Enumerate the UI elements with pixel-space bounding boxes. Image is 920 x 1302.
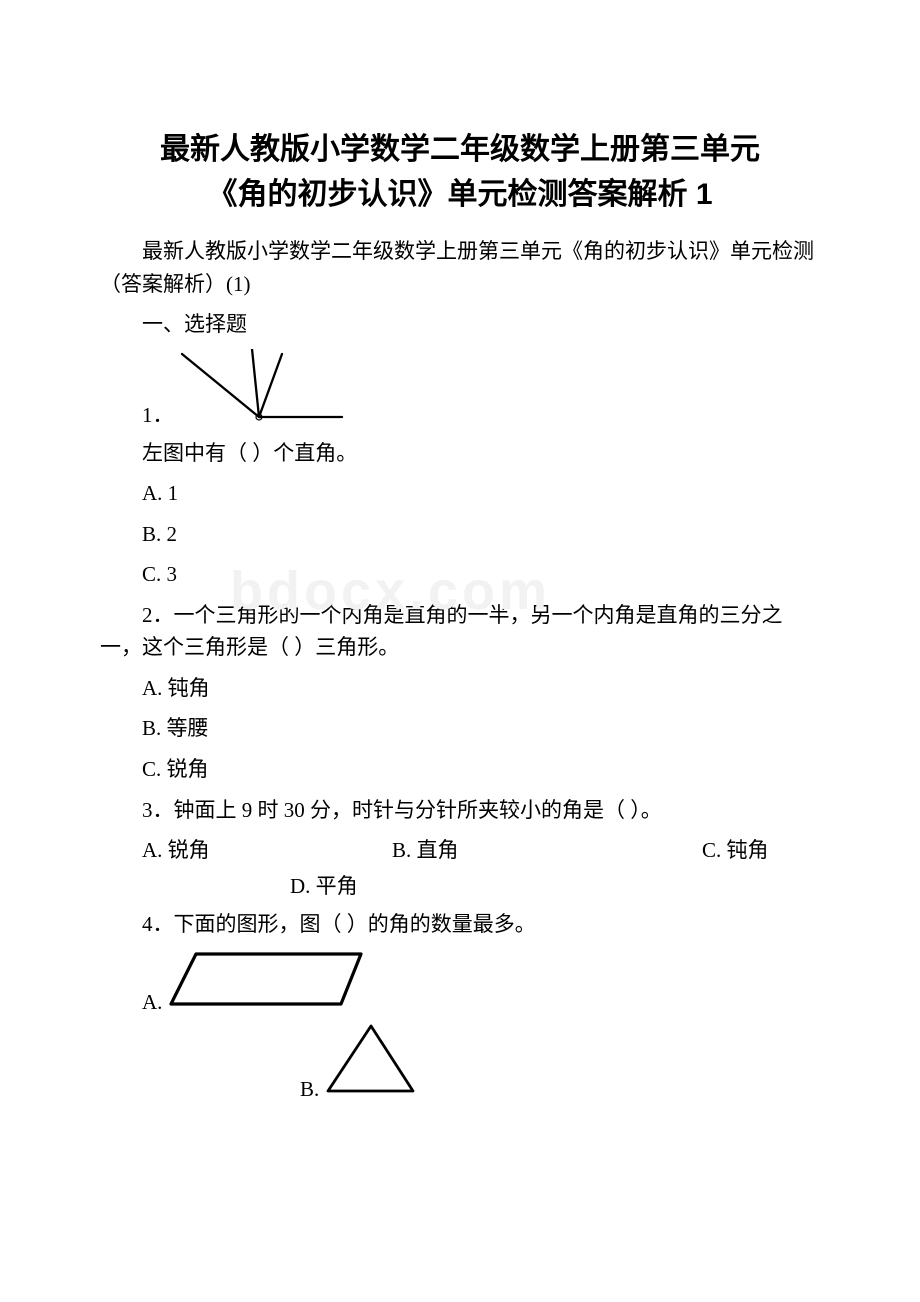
question-2-option-a: A. 钝角 [100, 672, 820, 705]
question-4-option-a-row: A. [100, 949, 820, 1015]
intro-text: 最新人教版小学数学二年级数学上册第三单元《角的初步认识》单元检测（答案解析）(1… [100, 235, 820, 300]
question-3-text: 3．钟面上 9 时 30 分，时针与分针所夹较小的角是（ ）。 [100, 794, 820, 827]
question-3-option-d: D. 平角 [290, 870, 820, 900]
question-4-text: 4．下面的图形，图（ ）的角的数量最多。 [100, 908, 820, 941]
page-title-line1: 最新人教版小学数学二年级数学上册第三单元 [100, 130, 820, 171]
question-1-number: 1． [100, 399, 174, 429]
question-1-row: 1． [100, 349, 820, 429]
question-1-option-c: C. 3 [100, 558, 820, 591]
question-1-option-b: B. 2 [100, 518, 820, 551]
document-page: bdocx.com 最新人教版小学数学二年级数学上册第三单元 《角的初步认识》单… [0, 0, 920, 1168]
question-2-option-b: B. 等腰 [100, 712, 820, 745]
question-3-option-b: B. 直角 [392, 834, 702, 864]
question-2-option-c: C. 锐角 [100, 753, 820, 786]
question-3-option-a: A. 锐角 [142, 834, 392, 864]
question-4-option-b-label: B. [300, 1077, 319, 1102]
question-3-options-row: A. 锐角 B. 直角 C. 钝角 [100, 834, 820, 864]
question-1-text: 左图中有（ ）个直角。 [100, 437, 820, 470]
section-heading-1: 一、选择题 [100, 308, 820, 341]
question-2-text: 2．一个三角形的一个内角是直角的一半，另一个内角是直角的三分之一，这个三角形是（… [100, 599, 820, 664]
question-1-option-a: A. 1 [100, 477, 820, 510]
question-4-option-b-figure [323, 1021, 418, 1102]
question-1-figure [174, 349, 349, 429]
question-4-option-a-figure [166, 949, 366, 1015]
question-3-option-c: C. 钝角 [702, 834, 769, 864]
question-4-option-a-label: A. [100, 990, 162, 1015]
question-4-option-b-row: B. [300, 1021, 820, 1102]
page-title-line2: 《角的初步认识》单元检测答案解析 1 [100, 175, 820, 216]
